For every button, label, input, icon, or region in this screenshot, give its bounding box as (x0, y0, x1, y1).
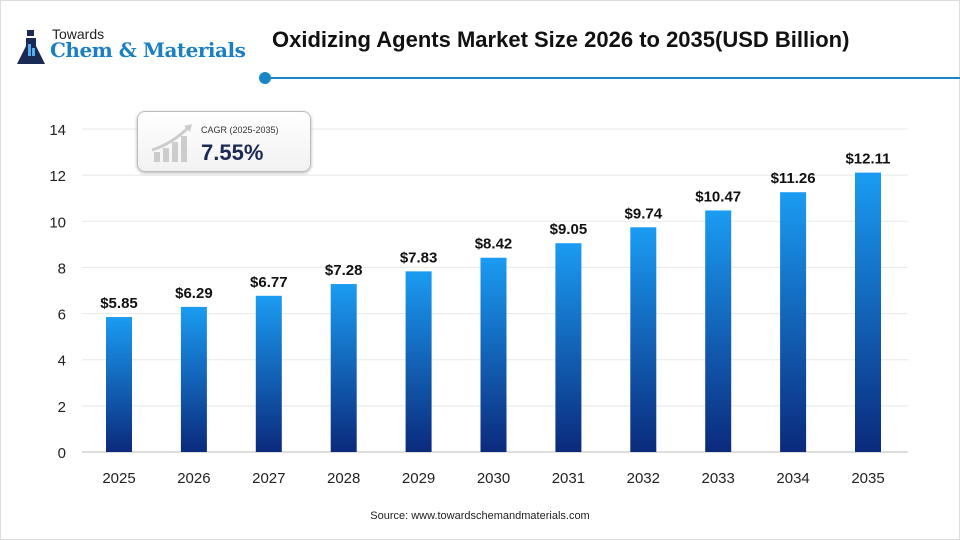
y-tick-label: 14 (49, 122, 66, 139)
x-tick-label: 2030 (477, 470, 510, 487)
y-tick-label: 2 (58, 399, 66, 416)
y-tick-label: 0 (58, 445, 66, 462)
x-tick-label: 2034 (776, 470, 809, 487)
title-underline (265, 77, 960, 79)
y-tick-label: 8 (58, 260, 66, 277)
cagr-box: CAGR (2025-2035) 7.55% (137, 111, 311, 172)
bar-2030 (480, 257, 507, 452)
data-label: $10.47 (695, 188, 741, 205)
x-tick-label: 2033 (702, 470, 735, 487)
x-tick-label: 2027 (252, 470, 285, 487)
x-tick-label: 2035 (851, 470, 884, 487)
bar-2031 (555, 243, 582, 452)
bar-2035 (855, 172, 881, 453)
x-tick-label: 2032 (627, 470, 660, 487)
bar-2026 (180, 306, 207, 452)
data-label: $9.05 (550, 221, 588, 238)
y-tick-label: 12 (49, 168, 66, 185)
x-tick-label: 2025 (102, 470, 135, 487)
data-label: $6.29 (175, 285, 213, 302)
data-label: $9.74 (625, 205, 663, 222)
data-label: $5.85 (100, 295, 138, 312)
bar-2033 (705, 210, 732, 452)
chart-title: Oxidizing Agents Market Size 2026 to 203… (272, 27, 850, 52)
bar-2034 (780, 192, 807, 453)
x-tick-label: 2026 (177, 470, 210, 487)
cagr-label: CAGR (2025-2035) (201, 125, 279, 135)
bar-2029 (405, 271, 432, 452)
x-tick-label: 2029 (402, 470, 435, 487)
data-label: $8.42 (475, 236, 513, 253)
bar-2028 (330, 284, 357, 452)
logo-text-top: Towards (52, 26, 105, 42)
bar-2025 (106, 317, 132, 452)
bar-2032 (630, 227, 657, 452)
bar-2027 (255, 295, 282, 452)
logo: Towards Chem & Materials (16, 26, 256, 66)
logo-text-main: Chem & Materials (50, 38, 246, 62)
y-tick-label: 6 (58, 307, 66, 324)
growth-chart-icon (151, 124, 192, 162)
data-label: $6.77 (250, 274, 288, 291)
x-tick-label: 2028 (327, 470, 360, 487)
cagr-value: 7.55% (201, 140, 264, 165)
flask-icon (17, 30, 45, 64)
x-tick-label: 2031 (552, 470, 585, 487)
data-label: $11.26 (771, 170, 816, 187)
source-text: Source: www.towardschemandmaterials.com (370, 510, 590, 522)
y-tick-label: 4 (58, 353, 66, 370)
data-label: $7.83 (400, 249, 438, 266)
data-label: $7.28 (325, 262, 363, 279)
y-tick-label: 10 (49, 214, 66, 231)
data-label: $12.11 (845, 151, 890, 168)
